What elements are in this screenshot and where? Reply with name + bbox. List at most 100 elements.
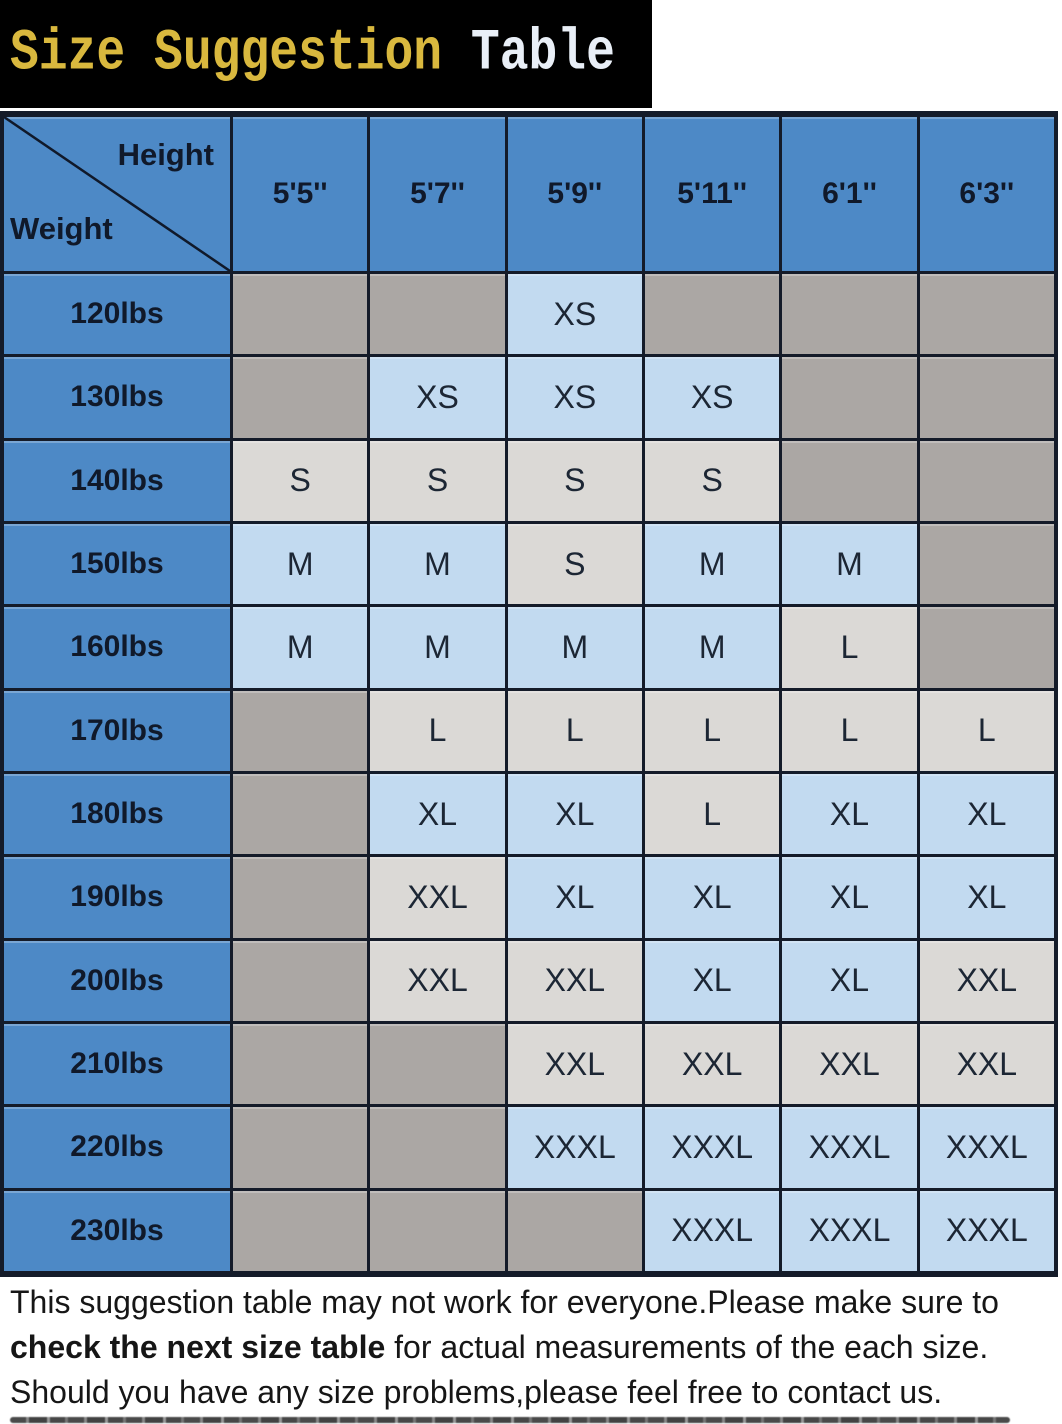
empty-cell xyxy=(370,1107,505,1188)
size-cell: XXXL xyxy=(644,1190,780,1271)
size-cell: XXL xyxy=(644,1024,780,1105)
empty-cell xyxy=(782,274,917,355)
title-banner: Size Suggestion Table xyxy=(0,0,652,108)
footer-line-2-bold: check the next size table xyxy=(10,1329,386,1365)
size-cell: XL xyxy=(782,940,917,1021)
empty-cell xyxy=(370,274,505,355)
size-cell: S xyxy=(507,440,642,521)
size-cell: XL xyxy=(919,774,1054,855)
size-cell: L xyxy=(507,690,642,771)
cropped-text-remnant xyxy=(10,1417,1010,1423)
empty-cell xyxy=(782,357,917,438)
size-cell: XXXL xyxy=(644,1107,780,1188)
size-suggestion-table: Height Weight 5'5'' 5'7'' 5'9'' 5'11'' 6'1''… xyxy=(0,111,1058,1277)
size-cell: XL xyxy=(644,940,780,1021)
footer-line-2-rest: for actual measurements of the each size… xyxy=(385,1329,989,1365)
size-cell: M xyxy=(644,524,780,605)
empty-cell xyxy=(919,607,1054,688)
size-cell: XXL xyxy=(507,1024,642,1105)
size-cell: L xyxy=(782,690,917,771)
size-cell: S xyxy=(644,440,780,521)
weight-header: 140lbs xyxy=(4,440,230,521)
footer-note: This suggestion table may not work for e… xyxy=(10,1284,1056,1419)
title-highlight: Size Suggestion xyxy=(10,21,443,87)
weight-header: 210lbs xyxy=(4,1024,230,1105)
size-cell: XL xyxy=(507,857,642,938)
size-cell: L xyxy=(782,607,917,688)
weight-header: 220lbs xyxy=(4,1107,230,1188)
weight-header: 160lbs xyxy=(4,607,230,688)
corner-cell: Height Weight xyxy=(4,117,230,271)
size-cell: XL xyxy=(644,857,780,938)
size-cell: S xyxy=(370,440,505,521)
size-cell: XXL xyxy=(507,940,642,1021)
size-cell: XXL xyxy=(919,940,1054,1021)
empty-cell xyxy=(233,774,368,855)
size-cell: XXXL xyxy=(782,1107,917,1188)
weight-header: 170lbs xyxy=(4,690,230,771)
size-cell: XXL xyxy=(370,940,505,1021)
weight-header: 180lbs xyxy=(4,774,230,855)
size-cell: M xyxy=(233,524,368,605)
size-cell: XXXL xyxy=(507,1107,642,1188)
footer-line-1: This suggestion table may not work for e… xyxy=(10,1284,999,1320)
size-cell: L xyxy=(644,690,780,771)
empty-cell xyxy=(233,1107,368,1188)
weight-header: 150lbs xyxy=(4,524,230,605)
height-header-5: 6'3'' xyxy=(919,117,1054,271)
diagonal-line-icon xyxy=(4,117,230,271)
corner-height-label: Height xyxy=(117,137,214,172)
empty-cell xyxy=(507,1190,642,1271)
size-cell: XL xyxy=(919,857,1054,938)
size-cell: S xyxy=(507,524,642,605)
empty-cell xyxy=(233,274,368,355)
page-title: Size Suggestion Table xyxy=(0,0,615,120)
size-cell: M xyxy=(370,524,505,605)
empty-cell xyxy=(919,357,1054,438)
corner-weight-label: Weight xyxy=(10,211,113,246)
size-cell: XXXL xyxy=(919,1107,1054,1188)
size-cell: XXXL xyxy=(919,1190,1054,1271)
size-cell: M xyxy=(507,607,642,688)
empty-cell xyxy=(233,1024,368,1105)
size-cell: L xyxy=(370,690,505,771)
footer-line-3: Should you have any size problems,please… xyxy=(10,1374,943,1410)
weight-header: 190lbs xyxy=(4,857,230,938)
weight-header: 130lbs xyxy=(4,357,230,438)
empty-cell xyxy=(370,1190,505,1271)
size-cell: XL xyxy=(370,774,505,855)
footer-line-2: check the next size table for actual mea… xyxy=(10,1329,1056,1365)
empty-cell xyxy=(370,1024,505,1105)
empty-cell xyxy=(233,940,368,1021)
empty-cell xyxy=(233,1190,368,1271)
size-cell: XXXL xyxy=(782,1190,917,1271)
height-header-1: 5'7'' xyxy=(370,117,505,271)
empty-cell xyxy=(919,274,1054,355)
empty-cell xyxy=(233,357,368,438)
size-cell: L xyxy=(919,690,1054,771)
size-cell: XXL xyxy=(919,1024,1054,1105)
size-cell: XL xyxy=(782,774,917,855)
weight-header: 200lbs xyxy=(4,940,230,1021)
size-cell: XL xyxy=(782,857,917,938)
empty-cell xyxy=(644,274,780,355)
weight-header: 120lbs xyxy=(4,274,230,355)
empty-cell xyxy=(919,524,1054,605)
size-cell: XS xyxy=(370,357,505,438)
height-header-2: 5'9'' xyxy=(507,117,642,271)
weight-header: 230lbs xyxy=(4,1190,230,1271)
size-cell: XS xyxy=(507,357,642,438)
size-cell: M xyxy=(370,607,505,688)
size-cell: M xyxy=(233,607,368,688)
size-cell: XL xyxy=(507,774,642,855)
empty-cell xyxy=(233,857,368,938)
size-cell: S xyxy=(233,440,368,521)
size-cell: XS xyxy=(507,274,642,355)
size-cell: M xyxy=(782,524,917,605)
height-header-0: 5'5'' xyxy=(233,117,368,271)
size-cell: XXL xyxy=(782,1024,917,1105)
size-cell: XXL xyxy=(370,857,505,938)
empty-cell xyxy=(233,690,368,771)
size-cell: M xyxy=(644,607,780,688)
height-header-4: 6'1'' xyxy=(782,117,917,271)
